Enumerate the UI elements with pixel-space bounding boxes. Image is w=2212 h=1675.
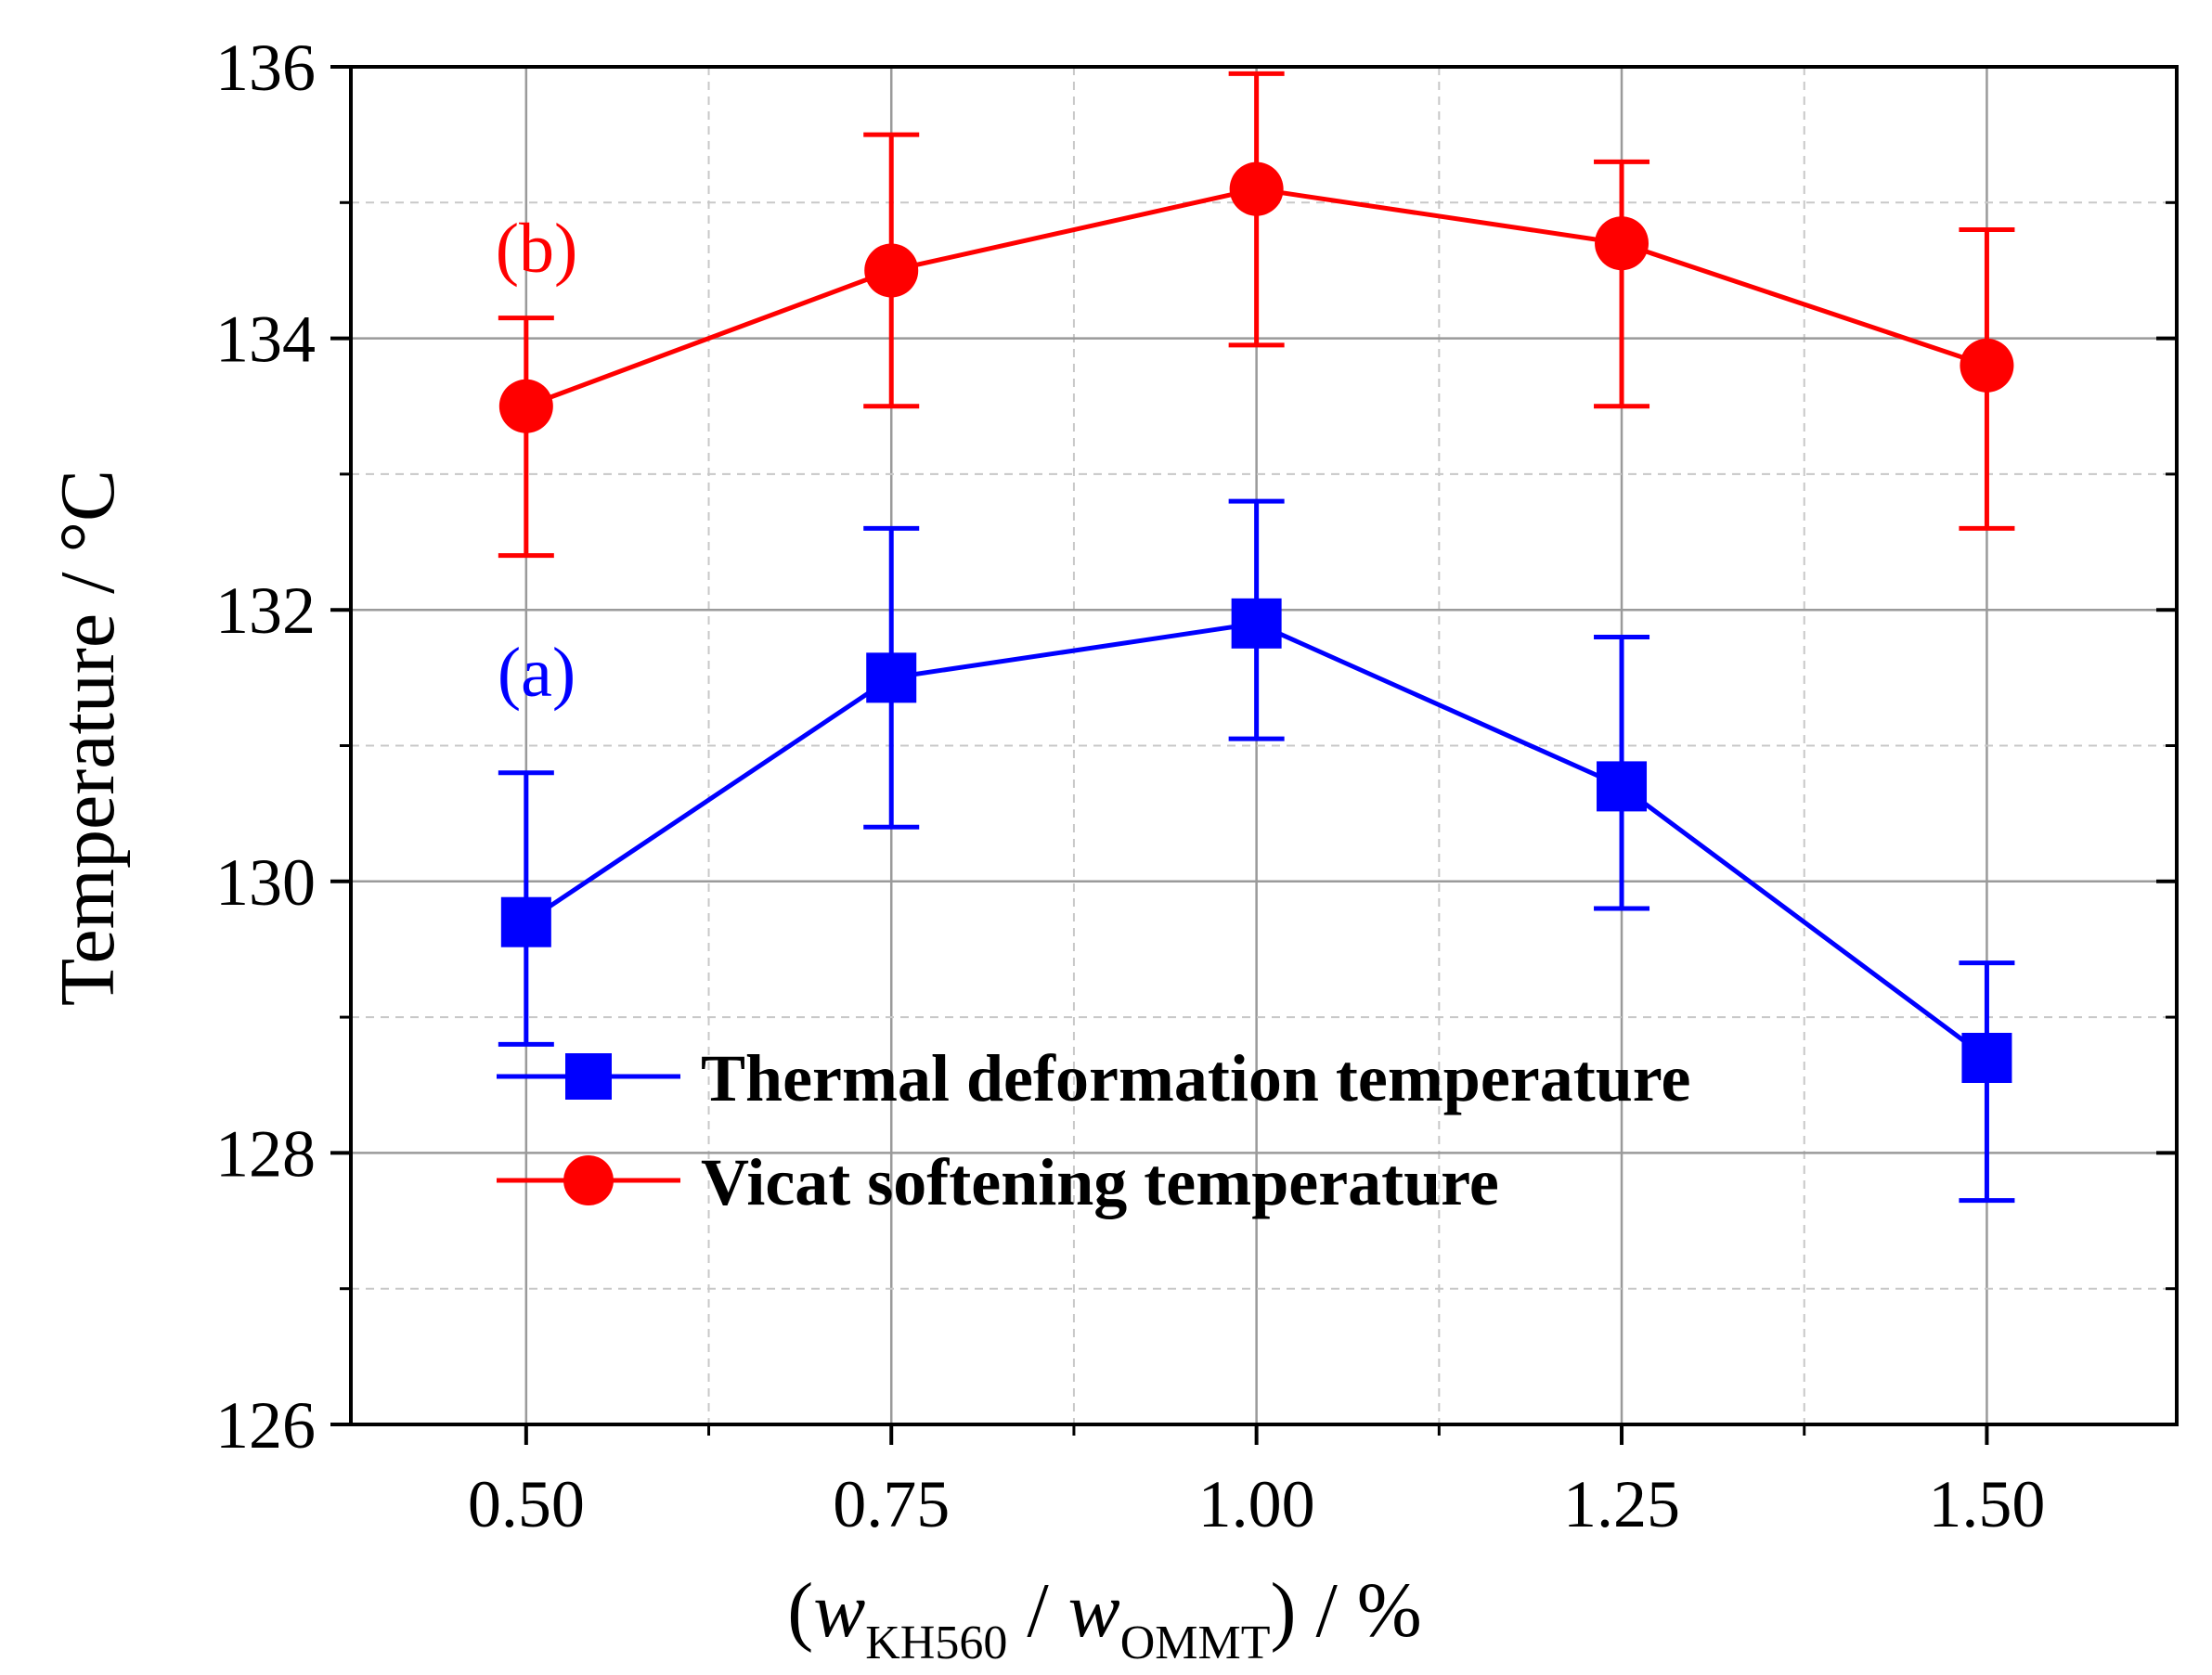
x-tick-label: 1.00 (1198, 1467, 1315, 1541)
grid (351, 67, 2177, 1424)
data-point (1960, 338, 2014, 393)
y-tick-label: 134 (215, 303, 316, 377)
y-tick-label: 136 (215, 31, 316, 105)
data-point (1597, 761, 1648, 812)
data-point (1961, 1032, 2012, 1083)
data-point (1229, 161, 1284, 216)
x-title-w2: w (1068, 1567, 1120, 1654)
data-point (498, 379, 553, 433)
data-point (1231, 598, 1282, 649)
legend: Thermal deformation temperature Vicat so… (497, 1041, 1690, 1219)
series-tag-a: (a) (498, 634, 576, 712)
x-title-w1: w (813, 1567, 865, 1654)
data-point (864, 243, 919, 298)
y-tick-label: 128 (215, 1116, 316, 1191)
x-title-sub1: KH560 (865, 1617, 1007, 1669)
y-tick-label: 132 (215, 573, 316, 648)
x-tick-label: 1.25 (1563, 1467, 1680, 1541)
x-tick-label: 1.50 (1928, 1467, 2045, 1541)
series-vicat (498, 71, 2015, 559)
data-point (1595, 216, 1649, 271)
legend-label-thermal: Thermal deformation temperature (701, 1041, 1690, 1115)
x-title-open: ( (787, 1567, 813, 1654)
data-point (500, 896, 551, 947)
legend-label-vicat: Vicat softening temperature (701, 1145, 1499, 1219)
x-title-sub2: OMMT (1120, 1617, 1271, 1669)
x-title-slash: / (1007, 1567, 1067, 1654)
x-axis-title: (wKH560 / wOMMT) / % (787, 1567, 1422, 1669)
series-tag-b: (b) (496, 210, 578, 288)
tick-labels: 0.50 0.75 1.00 1.25 1.50 126 128 130 132 134 136 (215, 31, 2045, 1541)
legend-marker-thermal (565, 1053, 612, 1100)
series-thermal (498, 498, 2015, 1204)
axes (330, 65, 2179, 1445)
x-tick-label: 0.75 (833, 1467, 950, 1541)
y-tick-label: 126 (215, 1388, 316, 1462)
y-axis-title: Temperature / °C (45, 470, 131, 1006)
legend-marker-vicat (563, 1155, 614, 1205)
data-point (866, 652, 917, 703)
y-tick-label: 130 (215, 845, 316, 920)
x-title-close: ) / % (1271, 1567, 1422, 1654)
series (498, 71, 2015, 1204)
x-tick-label: 0.50 (468, 1467, 585, 1541)
